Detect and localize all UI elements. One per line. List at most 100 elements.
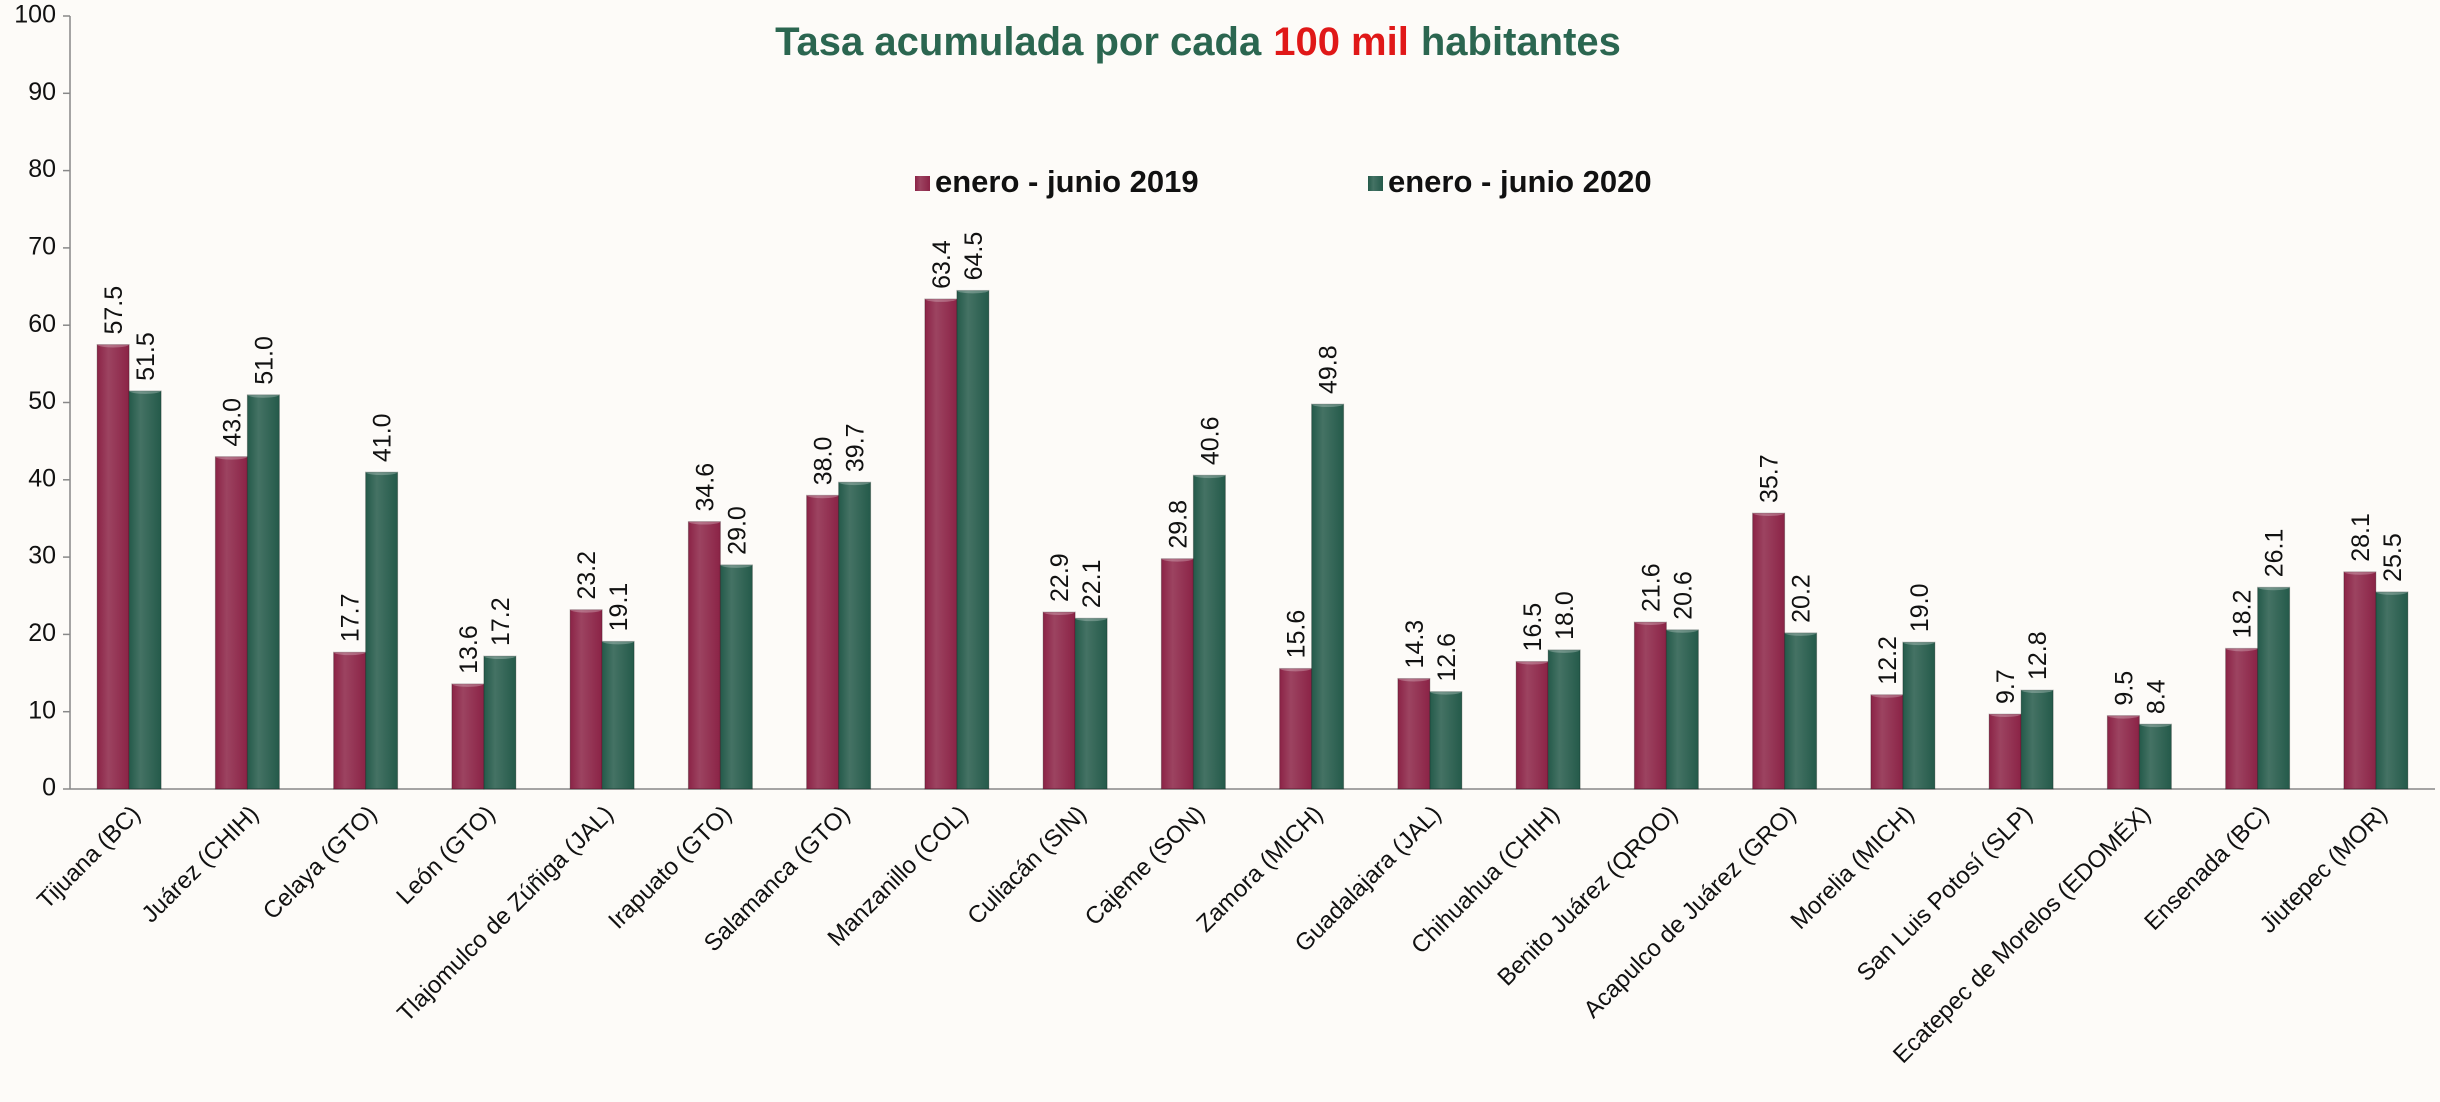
bar-cap	[720, 561, 753, 568]
x-tick-label: Tijuana (BC)	[32, 801, 146, 915]
bar	[451, 683, 485, 790]
bar-cap	[1634, 619, 1667, 626]
value-label: 18.0	[1551, 591, 1579, 640]
bar	[719, 564, 753, 790]
bar-cap	[97, 341, 130, 348]
bar	[956, 289, 990, 790]
x-tick-label: Acapulco de Juárez (GRO)	[1579, 801, 1802, 1024]
value-label: 57.5	[100, 286, 128, 335]
bar-cap	[215, 453, 248, 460]
y-tick-label: 40	[28, 464, 56, 492]
y-tick-label: 60	[28, 310, 56, 338]
bar-cap	[247, 391, 280, 398]
y-tick-label: 10	[28, 696, 56, 724]
title-part: Tasa acumulada por cada	[775, 20, 1262, 64]
bar	[1279, 667, 1313, 790]
bar	[838, 481, 872, 790]
bar-cap	[1075, 615, 1108, 622]
bar	[1633, 621, 1667, 790]
bar-cap	[1193, 472, 1226, 479]
bar	[1160, 558, 1194, 790]
value-label: 21.6	[1637, 563, 1665, 612]
bar	[1784, 632, 1818, 790]
value-label: 22.1	[1078, 559, 1106, 608]
value-label: 17.2	[487, 597, 515, 646]
value-label: 49.8	[1315, 345, 1343, 394]
legend-swatch	[1368, 176, 1383, 191]
bar	[1397, 677, 1431, 790]
x-tick-label: León (GTO)	[391, 801, 500, 910]
value-label: 26.1	[2261, 529, 2289, 578]
value-label: 39.7	[842, 423, 870, 472]
bar	[1870, 694, 1904, 790]
y-tick-label: 100	[14, 1, 56, 29]
bar-cap	[1784, 629, 1817, 636]
value-label: 13.6	[455, 625, 483, 674]
bar-cap	[1870, 691, 1903, 698]
x-tick-label: Irapuato (GTO)	[603, 801, 737, 935]
value-label: 16.5	[1519, 603, 1547, 652]
bar	[2257, 586, 2291, 790]
bar-cap	[688, 518, 721, 525]
y-tick-label: 50	[28, 387, 56, 415]
bar	[1074, 617, 1108, 790]
value-label: 14.3	[1401, 620, 1429, 669]
value-label: 28.1	[2347, 513, 2375, 562]
bar	[128, 390, 162, 790]
bar-cap	[2139, 721, 2172, 728]
bar	[1547, 649, 1581, 790]
bar-cap	[129, 387, 162, 394]
value-label: 38.0	[810, 437, 838, 486]
bar	[333, 651, 367, 790]
value-label: 51.5	[132, 332, 160, 381]
bar-cap	[2375, 588, 2408, 595]
bar	[2375, 591, 2409, 790]
bar-cap	[2257, 584, 2290, 591]
bar	[2138, 723, 2172, 790]
bar-cap	[924, 295, 957, 302]
legend-label: enero - junio 2019	[935, 164, 1199, 199]
value-label: 12.6	[1433, 633, 1461, 682]
bar	[1515, 660, 1549, 790]
bar-cap	[806, 492, 839, 499]
bar	[2343, 571, 2377, 790]
value-label: 51.0	[250, 336, 278, 385]
bar-cap	[2225, 645, 2258, 652]
x-tick-label: Culiacán (SIN)	[962, 801, 1091, 930]
value-label: 35.7	[1756, 454, 1784, 503]
title-part: habitantes	[1421, 20, 1621, 64]
bar	[1042, 611, 1076, 790]
legend-label: enero - junio 2020	[1388, 164, 1652, 199]
value-label: 29.0	[723, 506, 751, 555]
bar	[924, 298, 958, 790]
bar-cap	[333, 649, 366, 656]
y-tick-label: 70	[28, 233, 56, 261]
value-label: 20.2	[1788, 574, 1816, 623]
bar-cap	[1666, 626, 1699, 633]
x-tick-label: Jiutepec (MOR)	[2255, 801, 2393, 939]
value-label: 63.4	[928, 240, 956, 289]
bar-cap	[1902, 639, 1935, 646]
bar	[687, 521, 721, 790]
bar-cap	[1161, 555, 1194, 562]
bar	[214, 456, 248, 790]
value-label: 12.8	[2024, 631, 2052, 680]
bar-cap	[2021, 687, 2054, 694]
bar	[1902, 641, 1936, 790]
bar	[246, 394, 280, 790]
value-label: 34.6	[691, 463, 719, 512]
value-label: 9.5	[2110, 671, 2138, 706]
value-label: 9.7	[1992, 669, 2020, 704]
y-tick-label: 0	[42, 774, 56, 802]
bar	[1988, 713, 2022, 790]
value-label: 15.6	[1283, 610, 1311, 659]
bar	[1752, 512, 1786, 790]
x-tick-label: Morelia (MICH)	[1785, 801, 1919, 935]
x-tick-label: Ensenada (BC)	[2139, 801, 2274, 936]
y-tick-label: 20	[28, 619, 56, 647]
bar	[1665, 629, 1699, 790]
bar-cap	[1516, 658, 1549, 665]
bar	[2020, 689, 2054, 790]
